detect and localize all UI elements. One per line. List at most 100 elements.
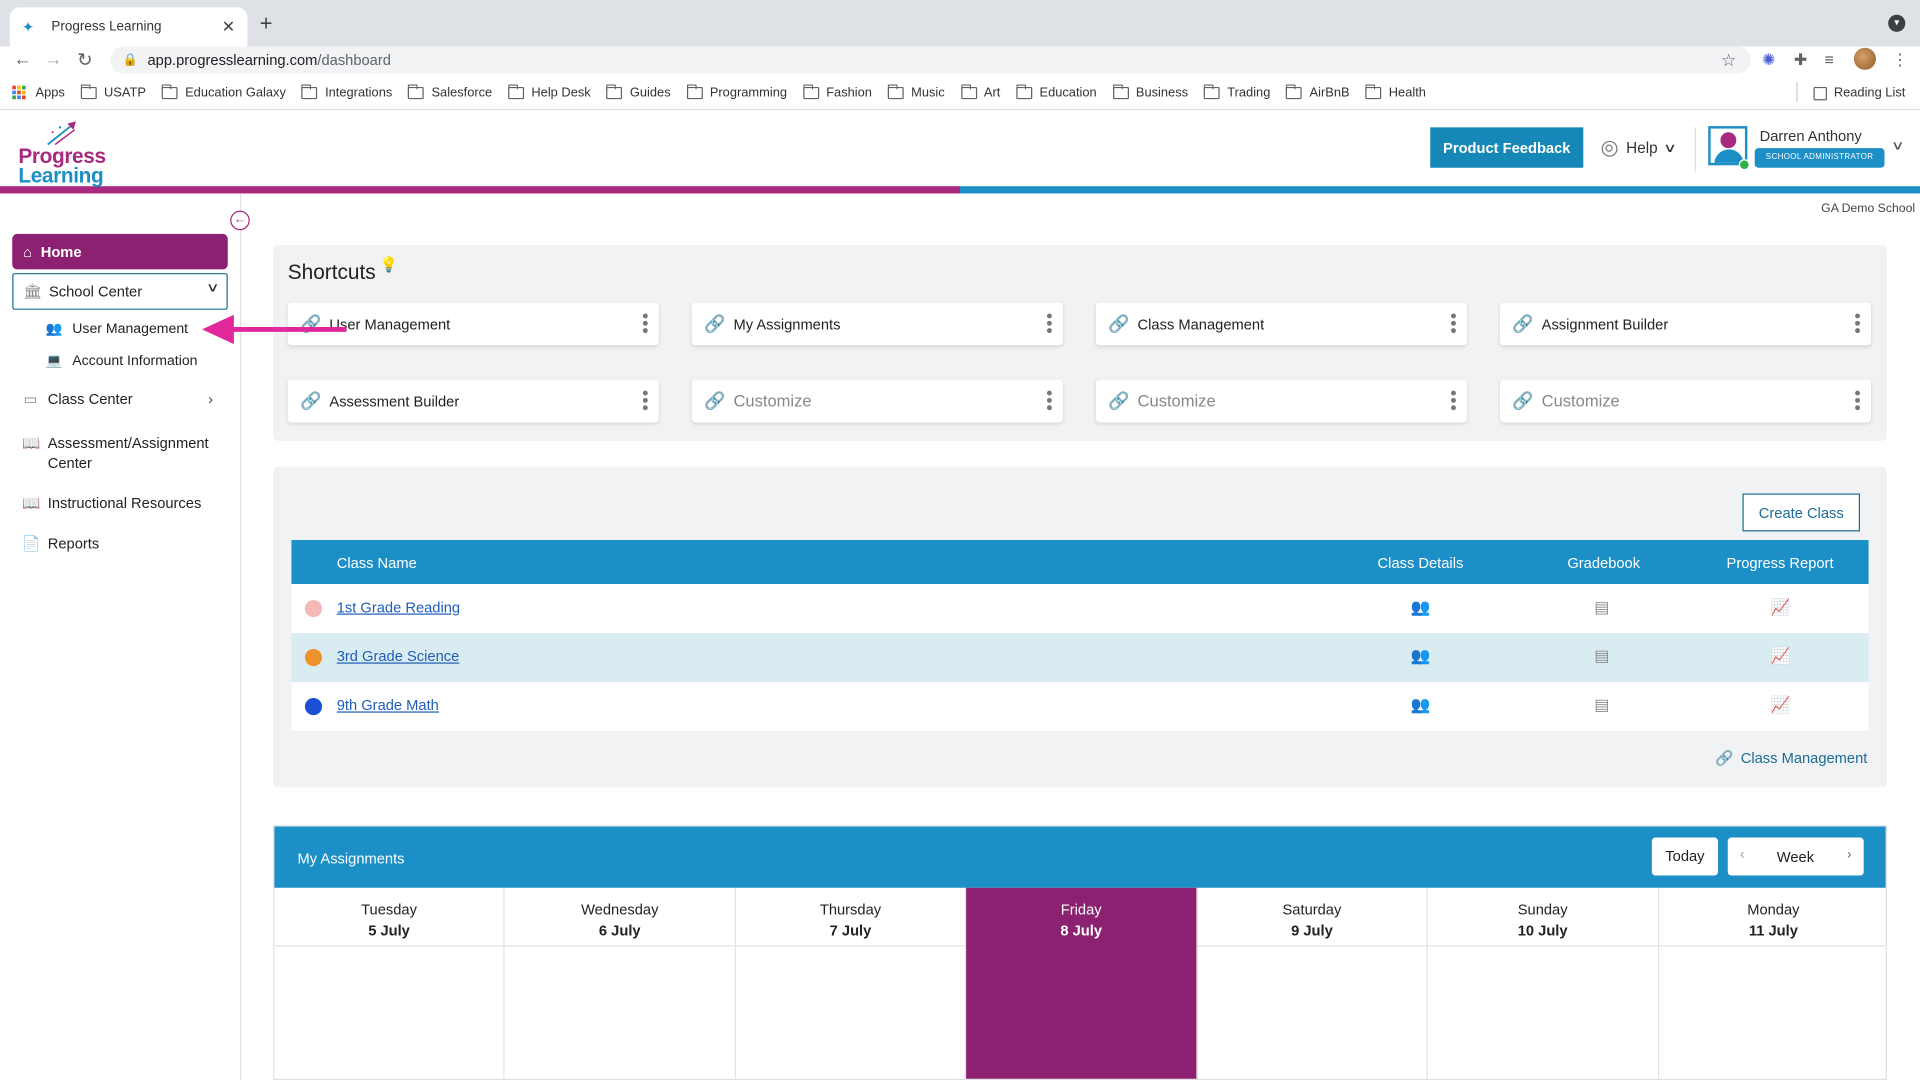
class-name-link[interactable]: 9th Grade Math [336,696,439,714]
bookmark-fashion[interactable]: Fashion [802,83,872,100]
kebab-menu-icon[interactable] [1046,313,1052,334]
bookmark-usatp[interactable]: USATP [80,83,146,100]
sidebar-subitem-user-management[interactable]: 👥 User Management [45,321,188,336]
shortcut-card[interactable]: 🔗 My Assignments [691,302,1063,346]
gradebook-icon[interactable]: ▤ [1594,695,1610,714]
bookmark-art[interactable]: Art [960,83,1000,100]
folder-icon [508,83,525,99]
sidebar-item-instructional-resources[interactable]: 📖 Instructional Resources [22,493,201,513]
sidebar-item-class-center[interactable]: ▭ Class Center › [22,389,213,409]
sidebar-item-reports[interactable]: 📄 Reports [22,534,99,554]
collapse-sidebar-icon[interactable]: ← [230,210,250,231]
browser-tab[interactable]: ✦ Progress Learning ✕ [9,7,248,47]
calendar-day[interactable]: Monday 11 July [1658,888,1886,1079]
kebab-menu-icon[interactable] [1451,390,1456,411]
calendar-day-today[interactable]: Friday 8 July [966,887,1198,1079]
user-menu-chevron-icon[interactable]: ∨ [1890,139,1905,154]
class-name-link[interactable]: 1st Grade Reading [336,598,461,616]
product-feedback-button[interactable]: Product Feedback [1430,127,1584,168]
shortcut-card[interactable]: 🔗 Assessment Builder [287,379,659,423]
bookmark-business[interactable]: Business [1112,83,1188,100]
bookmark-apps[interactable]: Apps [12,85,65,100]
bookmark-education[interactable]: Education [1016,83,1097,100]
bookmark-integrations[interactable]: Integrations [301,83,392,100]
forward-icon[interactable]: → [44,48,63,70]
folder-icon [960,83,977,99]
kebab-menu-icon[interactable] [1855,390,1861,411]
kebab-menu-icon[interactable] [1046,390,1052,411]
progress-report-chart-icon[interactable]: 📈 [1770,646,1791,665]
folder-icon [80,83,97,99]
shortcut-customize-card[interactable]: 🔗 Customize [691,379,1063,423]
shortcut-customize-card[interactable]: 🔗 Customize [1500,379,1872,423]
bookmark-trading[interactable]: Trading [1203,83,1270,100]
gradebook-icon[interactable]: ▤ [1594,597,1610,616]
user-name[interactable]: Darren Anthony [1759,127,1862,145]
lifebuoy-icon [1601,140,1618,157]
bookmark-airbnb[interactable]: AirBnB [1286,83,1350,100]
reading-list-button[interactable]: Reading List [1795,82,1905,102]
extension-gear-icon[interactable]: ✺ [1762,50,1776,69]
shortcut-label: Assignment Builder [1541,315,1669,333]
calendar-day[interactable]: Tuesday 5 July [274,887,506,1079]
sidebar-item-home[interactable]: ⌂ Home [12,233,228,270]
class-details-users-icon[interactable]: 👥 [1410,597,1431,616]
bookmark-label: AirBnB [1309,85,1350,100]
help-menu[interactable]: Help ∨ [1601,140,1676,157]
shortcut-card[interactable]: 🔗 Assignment Builder [1500,302,1872,346]
back-icon[interactable]: ← [13,48,32,70]
column-header-class-name[interactable]: Class Name [336,554,417,572]
bookmark-guides[interactable]: Guides [606,83,671,100]
class-details-users-icon[interactable]: 👥 [1410,695,1431,714]
bookmark-health[interactable]: Health [1365,83,1426,100]
bookmark-label: Help Desk [531,85,591,100]
sidebar-item-school-center[interactable]: 🏛 School Center ∨ [12,273,228,310]
calendar-title: My Assignments [297,849,405,867]
sidebar-subitem-account-information[interactable]: 💻 Account Information [45,353,197,368]
brand-color-bar [0,186,1920,194]
kebab-menu-icon[interactable] [1855,313,1861,334]
media-queue-icon[interactable]: ≡ [1824,50,1834,69]
bookmark-education-galaxy[interactable]: Education Galaxy [161,83,286,100]
previous-week-icon[interactable]: ‹ [1740,847,1745,863]
next-week-icon[interactable]: › [1846,847,1852,863]
new-tab-icon[interactable]: + [259,11,273,36]
bookmark-star-icon[interactable]: ☆ [1720,50,1737,70]
progress-learning-logo[interactable]: Progress Learning [18,120,116,186]
sidebar-item-assessment-center[interactable]: 📖 Assessment/Assignment Center [22,433,209,472]
today-button[interactable]: Today [1651,837,1718,876]
create-class-button[interactable]: Create Class [1742,493,1861,532]
progress-report-chart-icon[interactable]: 📈 [1770,695,1791,714]
chrome-profile-avatar[interactable] [1853,47,1876,70]
link-icon: 🔗 [300,390,322,411]
link-icon: 🔗 [1512,313,1534,334]
shortcut-card[interactable]: 🔗 User Management [287,302,659,346]
calendar-day[interactable]: Saturday 9 July [1197,887,1428,1079]
bookmark-salesforce[interactable]: Salesforce [408,83,492,100]
class-management-link[interactable]: 🔗 Class Management [1715,749,1867,766]
calendar-day[interactable]: Thursday 7 July [735,887,967,1079]
calendar-day[interactable]: Wednesday 6 July [505,887,736,1079]
address-bar[interactable]: 🔒 app.progresslearning.com/dashboard ☆ [110,46,1752,74]
bookmark-music[interactable]: Music [887,83,945,100]
bookmark-help-desk[interactable]: Help Desk [508,83,591,100]
progress-report-chart-icon[interactable]: 📈 [1770,597,1791,616]
kebab-menu-icon[interactable] [642,390,648,411]
user-avatar[interactable] [1708,126,1748,166]
view-label[interactable]: Week [1776,848,1815,866]
reload-icon[interactable]: ↻ [77,50,93,72]
kebab-menu-icon[interactable] [1451,313,1456,334]
tab-search-icon[interactable]: ▾ [1888,14,1906,32]
chrome-menu-icon[interactable]: ⋮ [1891,50,1908,69]
extensions-puzzle-icon[interactable]: ✚ [1793,50,1808,69]
shortcut-customize-card[interactable]: 🔗 Customize [1095,379,1467,423]
bookmark-programming[interactable]: Programming [686,83,787,100]
kebab-menu-icon[interactable] [642,313,648,334]
close-tab-icon[interactable]: ✕ [221,17,236,36]
class-name-link[interactable]: 3rd Grade Science [336,647,460,665]
gradebook-icon[interactable]: ▤ [1594,646,1610,665]
calendar-day[interactable]: Sunday 10 July [1427,887,1659,1079]
shortcut-card[interactable]: 🔗 Class Management [1095,302,1467,346]
chevron-down-icon: ∨ [205,281,219,296]
class-details-users-icon[interactable]: 👥 [1410,646,1431,665]
